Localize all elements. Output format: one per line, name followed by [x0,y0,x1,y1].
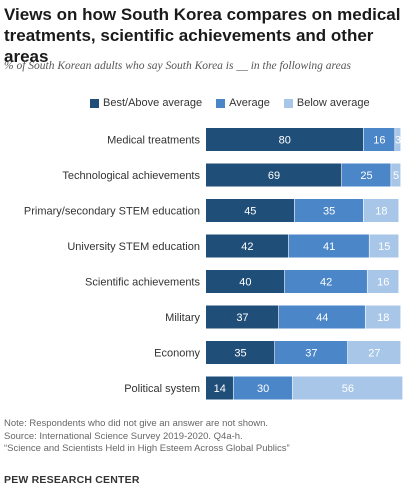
data-label-average: 44 [316,312,328,324]
data-label-below: 56 [342,383,354,395]
data-label-average: 30 [257,383,269,395]
data-label-average: 25 [360,170,372,182]
data-label-average: 16 [373,135,385,147]
data-label-below: 18 [375,206,387,218]
bar-segment-best [206,341,275,364]
data-label-best: 35 [234,348,246,360]
data-label-best: 14 [214,383,226,395]
brand-label: PEW RESEARCH CENTER [4,474,140,486]
bar-segment-average [233,376,293,400]
bar-segment-best [206,163,342,187]
bar-segment-below [367,270,399,293]
data-label-below: 3 [395,135,401,147]
category-label: Scientific achievements [85,277,200,289]
chart-subtitle: % of South Korean adults who say South K… [4,60,351,72]
data-label-below: 18 [377,312,389,324]
data-label-best: 37 [236,312,248,324]
bar-segment-average [363,128,395,151]
bar-segment-below [369,234,399,258]
data-label-average: 37 [305,348,317,360]
data-label-below: 5 [393,170,399,182]
legend-label-best: Best/Above average [103,97,203,109]
footer-report: “Science and Scientists Held in High Est… [4,443,290,454]
data-label-best: 40 [239,277,251,289]
bar-segment-best [206,199,295,222]
stacked-bar-chart: Medical treatments 80 16 3 Technological ach… [24,128,403,400]
data-label-below: 27 [368,348,380,360]
bar-segment-below [292,376,403,400]
bar-segment-average [278,305,365,329]
data-label-average: 41 [323,241,335,253]
legend: Best/Above average Average Below average [90,96,384,110]
bar-segment-below [395,128,401,151]
data-label-best: 42 [241,241,253,253]
data-label-best: 69 [268,170,280,182]
chart-title: Views on how South Korea compares on med… [4,5,401,66]
footer: Note: Respondents who did not give an an… [4,418,416,456]
legend-item-average: Average [216,97,270,109]
bar-segment-below [347,341,401,364]
category-label: Technological achievements [62,170,200,182]
bar-segment-best [206,234,289,258]
category-label: Medical treatments [107,135,200,147]
bar-segment-below [363,199,399,222]
bar-segment-best [206,305,279,329]
bar-segment-best [206,270,285,293]
category-label: Political system [124,383,200,395]
data-label-best: 80 [279,135,291,147]
bar-segment-below [365,305,401,329]
bar-segment-average [341,163,391,187]
footer-source: Source: International Science Survey 201… [4,430,243,442]
category-label: Economy [154,348,200,360]
legend-label-below: Below average [296,97,370,109]
legend-swatch-average [216,98,226,108]
category-label: Military [165,312,200,324]
legend-item-best: Best/Above average [90,97,202,109]
legend-swatch-best [90,98,99,108]
legend-label-average: Average [229,97,270,109]
data-label-below: 15 [378,241,390,253]
category-label: Primary/secondary STEM education [24,206,200,218]
bar-segment-average [274,341,348,364]
bar-segment-best [206,128,363,151]
data-label-best: 45 [244,206,256,218]
bar-segment-best [206,376,233,400]
category-label: University STEM education [67,241,200,253]
bar-segment-average [288,234,369,258]
legend-swatch-below [283,98,293,108]
bar-segment-average [294,199,363,222]
legend-item-below: Below average [283,97,370,109]
bar-segment-below [391,163,401,187]
data-label-average: 42 [320,277,332,289]
data-label-average: 35 [323,206,335,218]
bar-segment-average [284,270,367,293]
data-label-below: 16 [377,277,389,289]
footer-note: Note: Respondents who did not give an an… [4,418,269,429]
